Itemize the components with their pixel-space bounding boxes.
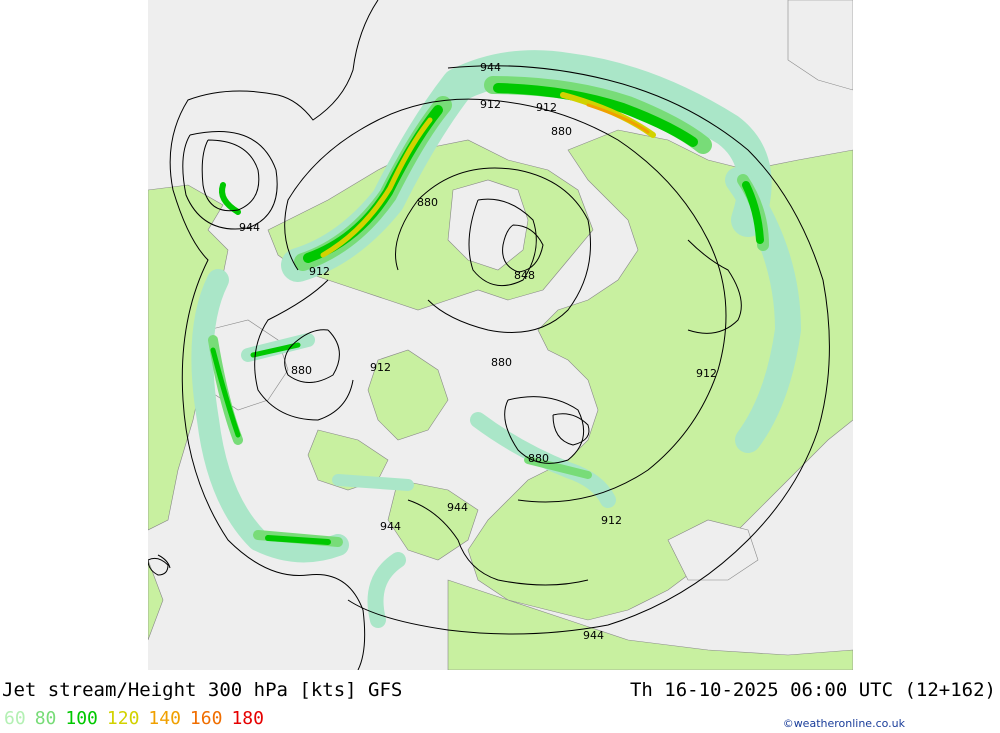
map-timestamp: Th 16-10-2025 06:00 UTC (12+162) [629,679,996,701]
contour-label: 912 [480,98,501,111]
contour-label: 912 [696,367,717,380]
legend-item: 140 [148,708,181,729]
legend-item: 180 [231,708,264,729]
contour-label: 880 [528,452,549,465]
legend-item: 160 [189,708,223,729]
contour-label: 912 [309,265,330,278]
speed-legend: 60 80 100 120 140 160 180 [4,708,273,729]
land-areas [148,0,853,670]
legend-item: 60 [4,708,26,729]
jetstream-map: 944 912 912 880 880 848 944 912 880 912 … [148,0,853,670]
contour-label: 944 [447,501,468,514]
contour-label: 944 [380,520,401,533]
contour-label: 880 [417,196,438,209]
jetstream-bands [191,50,801,628]
contour-label: 880 [551,125,572,138]
contour-label: 880 [291,364,312,377]
legend-item: 80 [34,708,57,729]
contour-label: 912 [370,361,391,374]
contour-labels: 944 912 912 880 880 848 944 912 880 912 … [239,61,717,642]
credit-link[interactable]: ©weatheronline.co.uk [782,717,905,730]
contour-label: 944 [239,221,260,234]
height-contours [148,0,830,670]
contour-label: 880 [491,356,512,369]
contour-label: 848 [514,269,535,282]
map-title: Jet stream/Height 300 hPa [kts] GFS [2,679,403,701]
contour-label: 912 [536,101,557,114]
contour-label: 944 [583,629,604,642]
contour-label: 944 [480,61,501,74]
contour-label: 912 [601,514,622,527]
legend-item: 120 [106,708,140,729]
legend-item: 100 [65,708,98,729]
